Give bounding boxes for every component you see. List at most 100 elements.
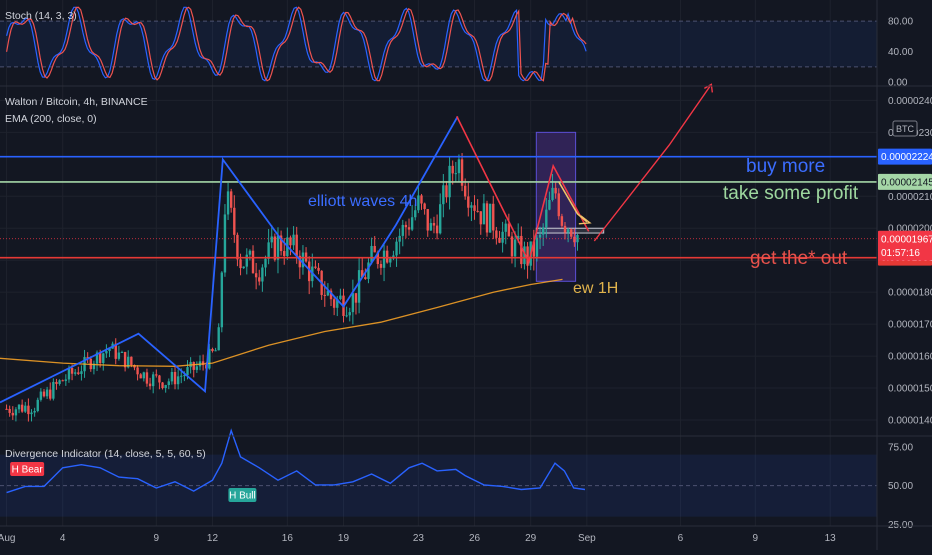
candle-body	[326, 290, 330, 296]
candle-body	[439, 204, 442, 234]
candle-body	[217, 327, 220, 351]
time-tick-label: 4	[60, 533, 66, 544]
candle-body	[295, 234, 298, 256]
candle-body	[8, 408, 11, 413]
projection-arrowhead	[703, 83, 714, 93]
minor-wave-path[interactable]	[558, 181, 588, 223]
elliott-wave-1h[interactable]	[456, 116, 590, 265]
candle-body	[535, 237, 539, 257]
candle-body	[495, 230, 498, 238]
stoch-legend: Stoch (14, 3, 3)	[5, 10, 77, 22]
candle-body	[258, 277, 261, 282]
candle-body	[214, 350, 217, 352]
candle-body	[457, 159, 461, 174]
candle-body	[482, 203, 486, 225]
candle-body	[545, 209, 548, 228]
candle-body	[526, 246, 529, 266]
candle-body	[554, 187, 557, 194]
price-pane[interactable]	[0, 83, 877, 422]
candle-body	[186, 367, 189, 376]
candle-body	[195, 366, 199, 370]
candle-body	[226, 191, 230, 215]
level-price-badge[interactable]	[878, 148, 932, 165]
time-tick-label: 23	[413, 533, 425, 544]
candle-body	[11, 412, 14, 416]
candle-body	[220, 272, 224, 328]
candle-body	[173, 371, 177, 385]
candle-body	[208, 348, 211, 369]
candle-body	[136, 367, 139, 375]
candle-body	[5, 408, 8, 410]
current-price-badge[interactable]	[878, 230, 932, 261]
candle-body	[573, 236, 576, 243]
projection-path[interactable]	[593, 84, 712, 242]
elliott-waves-label: elliott waves 4h	[308, 193, 417, 210]
candle-body	[73, 372, 77, 374]
stoch-band	[0, 21, 877, 67]
candle-body	[566, 229, 570, 233]
h-bull-badge[interactable]	[228, 488, 257, 502]
candle-body	[442, 185, 445, 205]
candle-body	[538, 234, 542, 238]
time-axis[interactable]: Aug 4 9 12 16 19 23 26 29 Sep 6 9 13	[0, 533, 836, 544]
candle-body	[151, 374, 155, 387]
candle-body	[229, 191, 233, 208]
currency-badge[interactable]	[892, 120, 918, 137]
h-bear-badge[interactable]	[10, 462, 45, 476]
candle-body	[364, 277, 367, 280]
candle-body	[557, 193, 560, 217]
candle-body	[314, 266, 317, 268]
divergence-tick-label: 50.00	[888, 481, 913, 492]
candle-body	[270, 236, 273, 243]
candle-body	[49, 389, 52, 399]
level-price-badge[interactable]	[878, 173, 932, 190]
candle-body	[513, 239, 517, 257]
divergence-pane[interactable]: H Bear H Bull	[0, 428, 877, 517]
level-price-badge-text: 0.00002145	[881, 177, 932, 188]
candle-body	[329, 290, 333, 300]
h-bull-label: H Bull	[229, 491, 256, 502]
candle-body	[479, 211, 482, 225]
candle-body	[239, 259, 242, 269]
candle-body	[426, 209, 429, 231]
price-tick-label: 0.00001400	[888, 416, 932, 427]
candle-body	[517, 235, 520, 240]
candle-body	[410, 217, 414, 230]
candle-body	[501, 231, 504, 243]
candle-body	[98, 352, 102, 364]
ew-1h-label: ew 1H	[573, 280, 618, 297]
candle-body	[14, 409, 18, 416]
candle-body	[17, 404, 21, 410]
candle-body	[429, 223, 433, 231]
candle-body	[560, 216, 564, 226]
candle-body	[30, 412, 33, 415]
candle-body	[488, 203, 492, 233]
candle-body	[155, 374, 158, 376]
candle-body	[148, 383, 152, 387]
candle-body	[61, 380, 64, 382]
candle-body	[92, 363, 96, 370]
stoch-d-line	[6, 6, 587, 82]
candle-body	[345, 315, 348, 317]
divergence-tick-label: 25.00	[888, 520, 913, 531]
price-tick-label: 0.00001700	[888, 320, 932, 331]
candle-body	[45, 389, 49, 397]
time-tick-label: 12	[207, 533, 219, 544]
candle-body	[120, 351, 124, 353]
stoch-pane[interactable]	[0, 6, 877, 82]
candle-body	[279, 235, 283, 252]
candle-body	[127, 356, 130, 368]
candle-body	[357, 270, 361, 303]
candle-body	[52, 381, 55, 399]
candle-body	[201, 361, 205, 366]
candle-body	[180, 375, 183, 377]
grid-lines	[0, 0, 877, 526]
time-tick-label: 16	[282, 533, 294, 544]
candle-body	[417, 195, 420, 211]
elliott-wave-4h[interactable]	[0, 115, 459, 404]
candle-body	[245, 254, 248, 267]
candle-body	[373, 245, 376, 253]
price-tick-label: 0.00001600	[888, 352, 932, 363]
candle-body	[276, 235, 280, 260]
candle-body	[114, 343, 117, 359]
